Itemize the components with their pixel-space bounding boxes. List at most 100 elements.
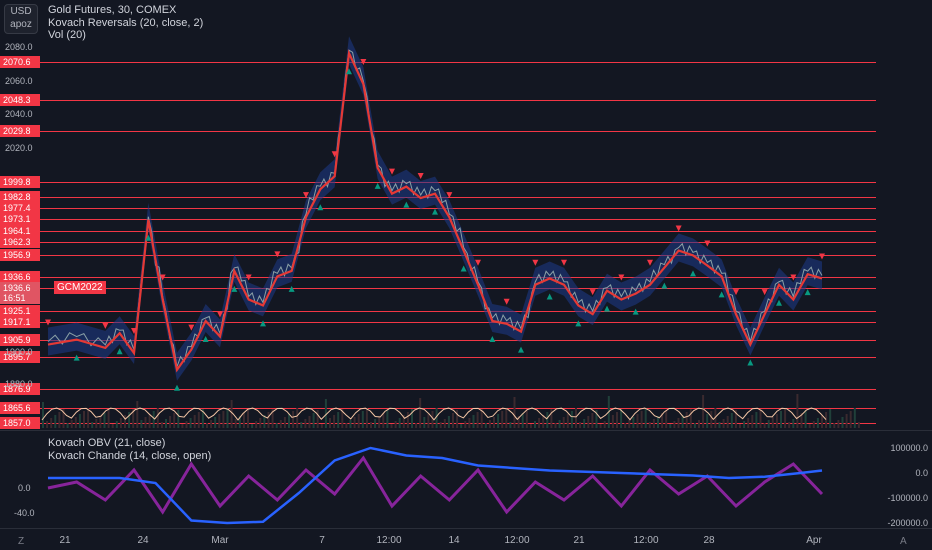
volume-bar	[119, 418, 122, 428]
volume-bar	[595, 410, 598, 428]
buy-signal-marker	[690, 270, 696, 277]
volume-bar	[124, 415, 126, 428]
volume-bar	[722, 419, 725, 428]
volume-bar	[431, 411, 434, 428]
volume-bar	[312, 413, 315, 428]
sell-signal-marker	[819, 253, 825, 260]
volume-bar	[632, 417, 635, 428]
volume-bar	[505, 408, 508, 428]
sell-signal-marker	[102, 322, 109, 329]
sell-signal-marker	[475, 259, 481, 266]
volume-bar	[456, 410, 459, 428]
volume-bar	[242, 413, 245, 428]
sell-signal-marker	[503, 298, 510, 305]
indicator-legend-1[interactable]: Kovach Reversals (20, close, 2)	[48, 16, 204, 29]
volume-bar	[833, 423, 836, 428]
level-line	[40, 322, 876, 323]
volume-bar	[755, 412, 758, 428]
volume-bar	[825, 412, 828, 428]
buy-signal-marker	[718, 291, 725, 298]
buy-signal-marker	[260, 320, 266, 327]
level-tag	[0, 236, 40, 248]
volume-bar	[767, 420, 770, 428]
buy-signal-marker	[73, 354, 80, 361]
volume-bar	[238, 416, 241, 428]
level-line	[40, 219, 876, 220]
level-tag-label: 1917.1	[3, 317, 31, 327]
volume-bar	[525, 410, 528, 428]
volume-bar	[415, 423, 418, 428]
buy-signal-marker	[116, 348, 123, 355]
sell-signal-marker	[45, 319, 51, 326]
time-tick-label: 21	[573, 535, 585, 546]
volume-bar	[685, 412, 688, 428]
buy-signal-marker	[747, 359, 754, 366]
volume-bar	[144, 417, 147, 428]
time-tick-label: 21	[59, 535, 71, 546]
volume-bar	[210, 420, 213, 428]
volume-bar	[857, 422, 860, 428]
level-line	[40, 131, 876, 132]
buy-signal-marker	[145, 234, 152, 241]
volume-bar	[247, 410, 249, 428]
auto-scale-toggle[interactable]: A	[900, 536, 907, 547]
volume-bar	[821, 415, 823, 428]
currency-button[interactable]: USD apoz	[4, 4, 38, 34]
level-tag	[0, 292, 40, 304]
time-tick-label: 24	[137, 535, 149, 546]
buy-signal-marker	[174, 384, 180, 391]
volume-bar	[673, 421, 676, 428]
level-tag-label: 1936.6	[3, 283, 31, 293]
volume-bar	[800, 413, 803, 428]
volume-bar	[95, 419, 98, 428]
time-tick-label: 12:00	[504, 535, 529, 546]
volume-bar	[652, 419, 655, 428]
buy-signal-marker	[432, 208, 438, 215]
indicator-legend-2[interactable]: Vol (20)	[48, 29, 86, 41]
obv-legend[interactable]: Kovach OBV (21, close)	[48, 437, 166, 449]
level-line	[40, 389, 876, 390]
level-tag-label: 1956.9	[3, 250, 31, 260]
volume-bar	[849, 411, 852, 428]
sell-signal-marker	[647, 259, 653, 266]
level-tag	[0, 417, 40, 429]
level-line	[40, 340, 876, 341]
sell-signal-marker	[131, 328, 137, 334]
volume-bar	[439, 422, 442, 428]
chande-legend[interactable]: Kovach Chande (14, close, open)	[48, 449, 212, 462]
volume-bar	[603, 421, 606, 428]
level-line	[40, 277, 876, 278]
volume-bar	[370, 422, 372, 428]
level-tag-label: 1999.8	[3, 177, 31, 187]
volume-bar	[648, 422, 651, 428]
level-tag	[0, 351, 40, 363]
sub-legend: Kovach OBV (21, close) Kovach Chande (14…	[48, 437, 211, 462]
level-line	[40, 255, 876, 256]
sell-signal-marker	[303, 192, 309, 199]
volume-bar	[390, 424, 393, 428]
chande-line	[47, 455, 824, 515]
level-tag-label: 1973.1	[3, 214, 31, 224]
volume-bar	[398, 418, 401, 428]
volume-bar	[193, 415, 196, 428]
volume-bar	[152, 411, 155, 428]
volume-bar	[751, 415, 754, 428]
level-tag	[0, 271, 40, 283]
volume-bar	[275, 423, 278, 428]
volume-bar	[70, 420, 73, 428]
obv-tick-label: 100000.0	[890, 443, 928, 453]
chart-title[interactable]: Gold Futures, 30, COMEX	[48, 4, 177, 16]
level-tag-label: 16:51	[3, 293, 26, 303]
volume-bar	[230, 400, 233, 428]
volume-bar	[42, 402, 44, 428]
volume-bar	[378, 416, 381, 428]
zoom-toggle-left[interactable]: Z	[18, 536, 25, 547]
volume-bar	[279, 420, 282, 428]
volume-bar	[726, 416, 729, 428]
buy-signal-marker	[804, 289, 811, 296]
price-tick-label: 2040.0	[5, 109, 33, 119]
volume-bar	[160, 422, 163, 428]
price-tick-label: 1880.0	[5, 379, 33, 389]
sell-signal-marker	[446, 192, 453, 199]
